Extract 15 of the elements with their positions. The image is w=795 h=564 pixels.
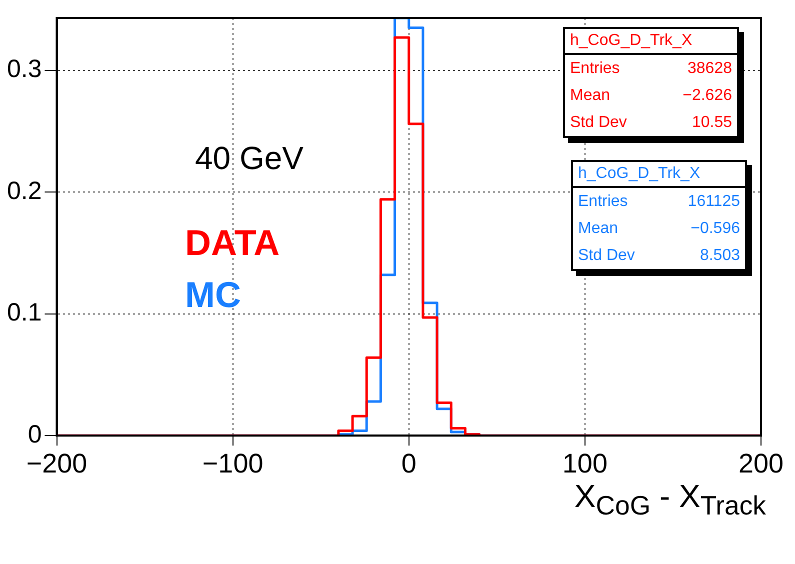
x-axis-title: X$_{CoG}$ - X$_{Track}$ bbox=[574, 478, 766, 521]
text: h_CoG_D_Trk_X Entries 161125 Mean −0.596 Std Dev 8.503 bbox=[578, 165, 740, 264]
x-tick-label: 100 bbox=[562, 448, 608, 478]
text: DATA bbox=[185, 222, 280, 264]
x-tick-label: −200 bbox=[26, 448, 88, 478]
x-tick-label: 0 bbox=[401, 448, 416, 478]
text: MC bbox=[185, 274, 241, 316]
y-tick-label: 0 bbox=[28, 420, 42, 448]
x-tick-label: −100 bbox=[202, 448, 264, 478]
annotation: 40 GeV bbox=[195, 140, 304, 177]
x-tick-label: 200 bbox=[738, 448, 784, 478]
y-tick-label: 0.2 bbox=[6, 176, 42, 205]
y-tick-label: 0.1 bbox=[6, 298, 42, 327]
text: h_CoG_D_Trk_X Entries 38628 Mean −2.626 Std Dev 10.55 bbox=[570, 32, 732, 131]
y-tick-label: 0.3 bbox=[6, 55, 42, 84]
